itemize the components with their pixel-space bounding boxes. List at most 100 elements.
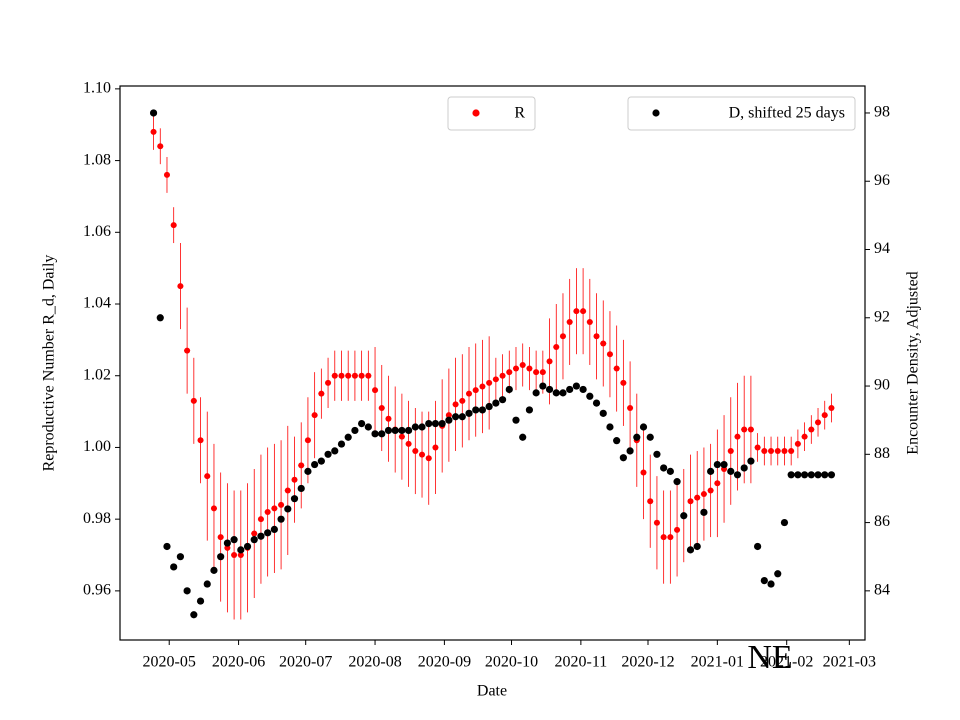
point [270,525,278,534]
point [163,542,171,551]
point [647,498,654,505]
y-tick-label: 1.10 [83,80,111,97]
point [445,412,452,419]
point [673,478,681,486]
point [398,426,406,435]
point [196,597,205,605]
point [807,471,815,479]
point [163,171,170,178]
point [747,426,754,433]
point [345,372,352,379]
point [203,580,211,588]
point [552,389,560,397]
point [545,385,554,394]
point [559,389,567,397]
plot-frame [119,85,866,641]
point [573,308,580,315]
point [687,498,694,505]
point [351,372,358,379]
point [674,526,681,533]
point [559,333,566,340]
point [223,539,231,547]
point [250,536,258,544]
point [412,448,419,455]
point [297,484,305,493]
point [653,450,661,458]
point [284,487,291,494]
point [304,467,312,475]
x-axis-label: Date [477,683,507,700]
point [365,372,372,379]
point [828,405,835,412]
y2-tick-label: 92 [874,308,890,325]
point [224,544,231,551]
point [217,553,225,561]
point [526,365,533,372]
point [780,518,789,527]
point [425,419,433,428]
point [815,419,822,426]
point [264,529,272,537]
x-tick-label: 2020-07 [279,654,332,671]
point [506,369,513,376]
point [626,447,634,455]
point [620,379,627,386]
point [599,409,607,417]
y2-tick-label: 90 [874,377,890,394]
y-tick-label: 1.06 [83,223,111,240]
point [486,379,493,386]
point [150,128,157,135]
point [183,587,191,595]
point [821,412,828,419]
y2-tick-label: 94 [874,240,890,257]
point [337,440,346,448]
point [821,471,829,479]
point [204,473,211,480]
point [432,444,439,451]
point [364,423,372,431]
point [606,423,614,431]
point [553,344,560,351]
point [613,437,621,445]
point [338,372,345,379]
y2-tick-label: 96 [874,172,890,189]
x-tick-label: 2021-01 [691,654,744,671]
point [801,433,808,440]
y2-tick-label: 86 [874,513,890,530]
point [311,460,319,469]
point [311,412,318,419]
y-tick-label: 1.00 [83,438,111,455]
point [331,447,339,455]
point [472,406,480,414]
point [378,430,386,438]
point [459,397,466,404]
point [492,376,499,383]
point [653,519,660,526]
point [768,448,775,455]
point [231,552,238,559]
point [666,467,674,475]
point [257,516,264,523]
point [452,401,459,408]
point [499,372,506,379]
point [190,397,197,404]
legend-marker [652,109,660,117]
point [405,426,413,435]
legend-box [447,96,536,131]
point [700,491,707,498]
y-tick-label: 1.04 [83,295,111,312]
point [566,385,574,394]
point [734,433,741,440]
point [411,423,419,431]
point [157,143,164,150]
point [324,450,332,458]
point [278,501,285,508]
point [419,451,426,458]
point [707,487,714,494]
point [593,333,600,340]
point [217,534,224,541]
point [546,358,553,365]
point [371,430,379,438]
point [814,471,822,479]
